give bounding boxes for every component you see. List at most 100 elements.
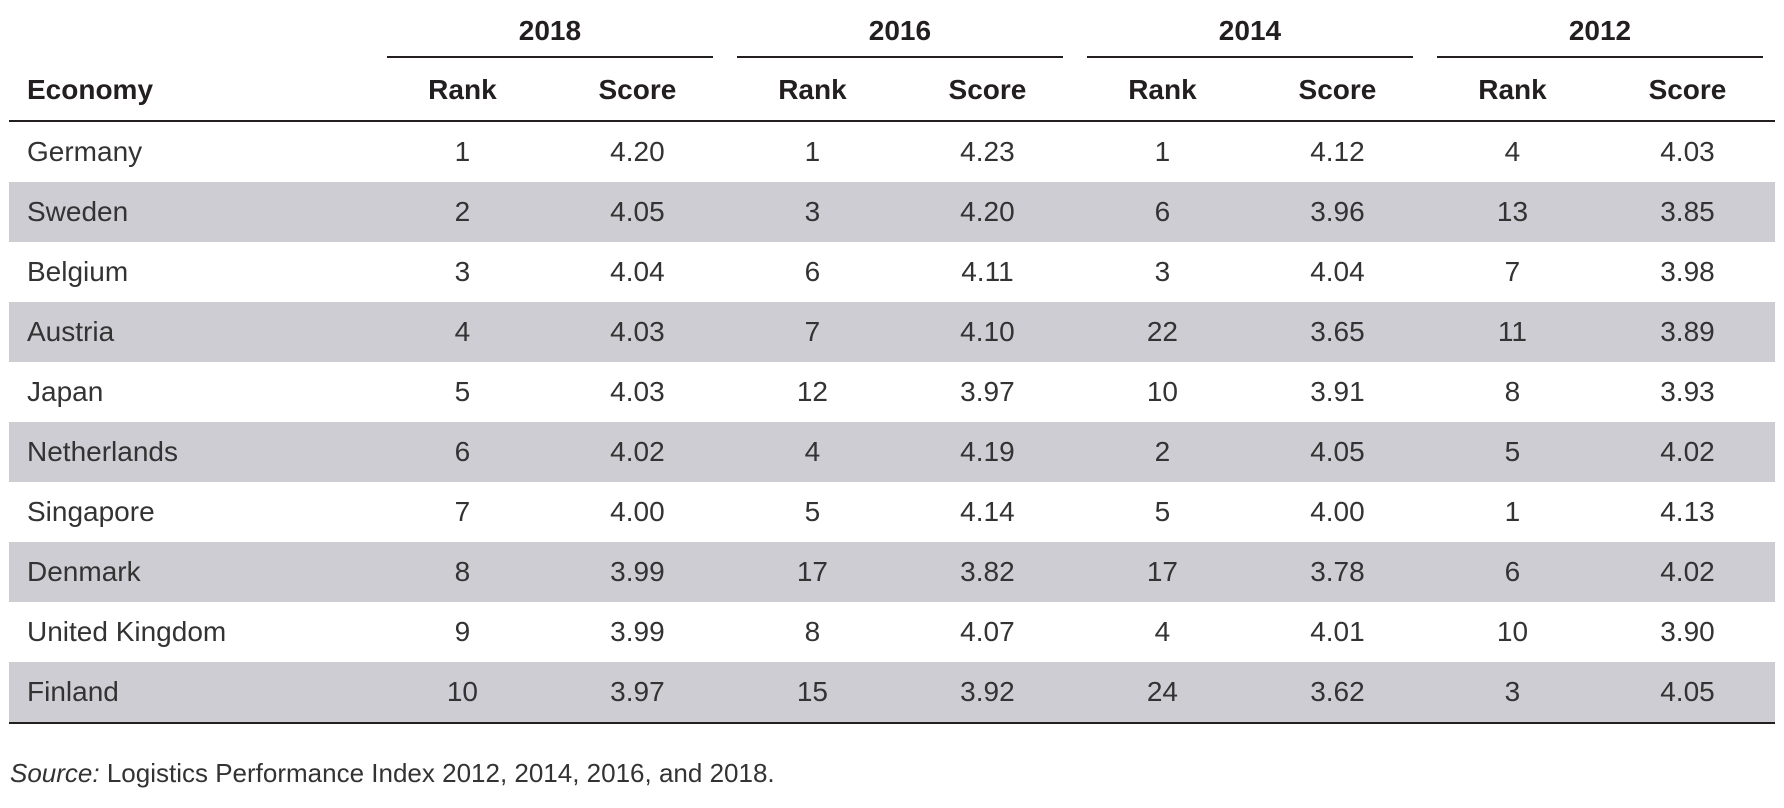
- economy-cell: Japan: [27, 376, 104, 407]
- table-row: Finland 10 3.97 15 3.92 24 3.62 3 4.05: [9, 662, 1775, 724]
- score-cell: 4.03: [610, 376, 665, 407]
- rank-cell: 7: [454, 496, 471, 527]
- rank-cell: 1: [1504, 496, 1521, 527]
- rank-cell: 15: [724, 662, 900, 724]
- score-cell: 3.91: [1310, 376, 1365, 407]
- score-cell: 3.97: [960, 376, 1015, 407]
- score-cell: 3.89: [1599, 302, 1775, 362]
- economy-cell: United Kingdom: [27, 616, 227, 647]
- lpi-ranking-table: 2018 2016 2014 2012 Economy Rank Score R…: [9, 8, 1775, 724]
- score-cell: 3.65: [1249, 302, 1425, 362]
- economy-cell: Singapore: [27, 496, 155, 527]
- table-row: Austria 4 4.03 7 4.10 22 3.65 11 3.89: [9, 302, 1775, 362]
- score-cell: 4.02: [1599, 542, 1775, 602]
- score-cell: 3.97: [549, 662, 725, 724]
- score-cell: 3.93: [1660, 376, 1715, 407]
- score-cell: 4.02: [549, 422, 725, 482]
- score-cell: 4.03: [549, 302, 725, 362]
- rank-cell: 8: [1504, 376, 1521, 407]
- rank-cell: 4: [1504, 136, 1521, 167]
- rank-column-header: Rank: [374, 60, 550, 122]
- score-cell: 4.04: [1310, 256, 1365, 287]
- score-cell: 4.13: [1660, 496, 1715, 527]
- score-cell: 4.10: [899, 302, 1075, 362]
- rank-cell: 7: [1504, 256, 1521, 287]
- rank-cell: 12: [796, 376, 828, 407]
- table-body: Germany 1 4.20 1 4.23 1 4.12 4 4.03 Sweden 2 4.05 3 4…: [9, 121, 1775, 724]
- economy-cell: Denmark: [9, 542, 375, 602]
- rank-cell: 22: [1074, 302, 1250, 362]
- economy-column-header: Economy: [9, 60, 375, 122]
- rank-cell: 10: [1496, 616, 1529, 647]
- rank-cell: 4: [724, 422, 900, 482]
- score-cell: 3.92: [899, 662, 1075, 724]
- rank-cell: 6: [374, 422, 550, 482]
- rank-cell: 1: [804, 136, 821, 167]
- score-cell: 4.11: [961, 256, 1014, 287]
- rank-cell: 17: [1074, 542, 1250, 602]
- rank-cell: 3: [454, 256, 471, 287]
- rank-cell: 7: [724, 302, 900, 362]
- rank-cell: 10: [1146, 376, 1179, 407]
- rank-column-header: Rank: [724, 60, 900, 122]
- score-cell: 4.05: [549, 182, 725, 242]
- score-cell: 3.82: [899, 542, 1075, 602]
- source-label: Source:: [10, 758, 100, 788]
- score-cell: 4.05: [1599, 662, 1775, 724]
- economy-cell: Austria: [9, 302, 375, 362]
- score-column-header: Score: [899, 60, 1075, 122]
- score-cell: 3.98: [1660, 256, 1715, 287]
- score-cell: 4.23: [960, 136, 1015, 167]
- rank-cell: 4: [374, 302, 550, 362]
- table-row: United Kingdom 9 3.99 8 4.07 4 4.01 10 3.90: [9, 602, 1775, 662]
- column-header-row: Economy Rank Score Rank Score Rank Score…: [9, 60, 1775, 122]
- rank-cell: 8: [804, 616, 821, 647]
- rank-column-header: Rank: [1074, 60, 1250, 122]
- score-cell: 4.02: [1599, 422, 1775, 482]
- score-cell: 3.90: [1660, 616, 1715, 647]
- rank-cell: 3: [1424, 662, 1600, 724]
- rank-cell: 6: [804, 256, 821, 287]
- score-cell: 4.04: [610, 256, 665, 287]
- rank-cell: 13: [1424, 182, 1600, 242]
- score-cell: 4.01: [1310, 616, 1365, 647]
- rank-cell: 2: [1074, 422, 1250, 482]
- table-row: Denmark 8 3.99 17 3.82 17 3.78 6 4.02: [9, 542, 1775, 602]
- score-cell: 3.99: [549, 542, 725, 602]
- score-cell: 4.20: [899, 182, 1075, 242]
- table-row: Sweden 2 4.05 3 4.20 6 3.96 13 3.85: [9, 182, 1775, 242]
- score-cell: 4.14: [960, 496, 1015, 527]
- rank-cell: 3: [1154, 256, 1171, 287]
- rank-cell: 11: [1424, 302, 1600, 362]
- table-row: Japan 5 4.03 12 3.97 10 3.91 8 3.93: [9, 362, 1775, 422]
- table-row: Germany 1 4.20 1 4.23 1 4.12 4 4.03: [9, 121, 1775, 182]
- score-cell: 4.05: [1249, 422, 1425, 482]
- year-header-2014: 2014: [1075, 8, 1425, 60]
- score-cell: 4.03: [1660, 136, 1715, 167]
- table-row: Belgium 3 4.04 6 4.11 3 4.04 7 3.98: [9, 242, 1775, 302]
- rank-cell: 5: [1424, 422, 1600, 482]
- score-cell: 4.20: [610, 136, 665, 167]
- rank-cell: 9: [454, 616, 471, 647]
- rank-cell: 1: [1154, 136, 1171, 167]
- economy-cell: Germany: [27, 136, 143, 167]
- table-row: Singapore 7 4.00 5 4.14 5 4.00 1 4.13: [9, 482, 1775, 542]
- rank-cell: 10: [374, 662, 550, 724]
- score-cell: 3.96: [1249, 182, 1425, 242]
- score-cell: 4.19: [899, 422, 1075, 482]
- economy-cell: Finland: [9, 662, 375, 724]
- rank-cell: 5: [454, 376, 471, 407]
- score-column-header: Score: [1249, 60, 1425, 122]
- rank-cell: 2: [374, 182, 550, 242]
- year-header-row: 2018 2016 2014 2012: [9, 8, 1775, 60]
- rank-column-header: Rank: [1424, 60, 1600, 122]
- economy-cell: Sweden: [9, 182, 375, 242]
- economy-cell: Belgium: [27, 256, 129, 287]
- year-header-2016: 2016: [725, 8, 1075, 60]
- rank-cell: 1: [454, 136, 471, 167]
- score-cell: 3.99: [610, 616, 665, 647]
- score-cell: 3.62: [1249, 662, 1425, 724]
- score-cell: 4.07: [960, 616, 1015, 647]
- score-cell: 3.85: [1599, 182, 1775, 242]
- source-note: Source: Logistics Performance Index 2012…: [10, 758, 775, 789]
